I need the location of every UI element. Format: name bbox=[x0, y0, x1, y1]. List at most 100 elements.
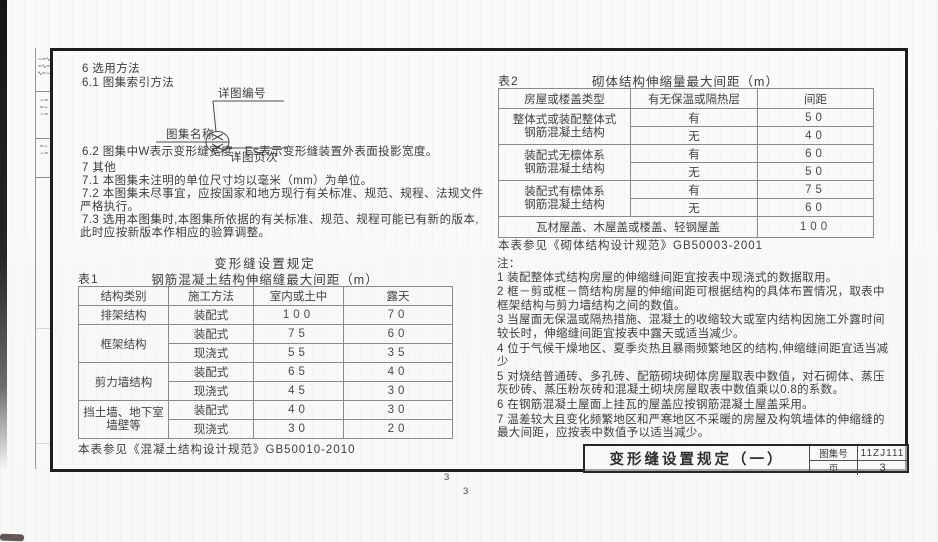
table1: 结构类别 施工方法 室内或土中 露天 排架结构 装配式 100 70 框架结构 … bbox=[78, 286, 453, 439]
note-item: 7 温差较大且变化频繁地区和严寒地区不采暖的房屋及构筑墙体的伸缩缝的最大间距，应… bbox=[497, 413, 885, 440]
table-cell: 无 bbox=[630, 126, 758, 145]
cell-line: 整体式或装配整体式 bbox=[512, 113, 617, 126]
table-cell: 100 bbox=[253, 305, 344, 325]
column-header: 室内或土中 bbox=[253, 286, 344, 306]
column-header: 结构类别 bbox=[78, 286, 169, 306]
table2: 房屋或楼盖类型 有无保温或隔热层 间距 整体式或装配整体式 钢筋混凝土结构 有 … bbox=[498, 88, 874, 238]
table-cell: 装配式 bbox=[168, 362, 254, 382]
table-cell: 60 bbox=[343, 324, 453, 344]
strip-divider bbox=[36, 328, 51, 329]
strip-divider bbox=[36, 177, 51, 178]
table-cell: 40 bbox=[757, 126, 874, 145]
table-row: 剪力墙结构 装配式 65 40 bbox=[78, 362, 453, 401]
table-cell: 装配式 bbox=[168, 324, 254, 344]
table-cell: 55 bbox=[253, 343, 344, 363]
table-cell: 装配式有檩体系 钢筋混凝土结构 bbox=[498, 180, 631, 217]
column-header: 露天 bbox=[343, 286, 453, 306]
cell-line: 钢筋混凝土结构 bbox=[524, 198, 605, 211]
scan-smudge bbox=[0, 533, 25, 542]
notes-title: 注： bbox=[497, 258, 521, 270]
table-row: 现浇式 30 20 bbox=[79, 419, 453, 439]
table-cell: 60 bbox=[757, 144, 874, 163]
table-cell: 20 bbox=[343, 419, 453, 439]
strip-divider bbox=[36, 138, 51, 139]
table-cell: 30 bbox=[253, 419, 344, 439]
placeholder-x-top bbox=[211, 133, 224, 141]
table-cell: 挡土墙、地下室 墙壁等 bbox=[78, 400, 169, 439]
table-cell: 50 bbox=[757, 108, 874, 127]
table-cell: 排架结构 bbox=[78, 305, 169, 325]
table-cell: 有 bbox=[630, 180, 758, 199]
table2-tag: 表2 bbox=[498, 74, 519, 88]
note-item: 3 当屋面无保温或隔热措施、混凝土的收缩较大或室内结构因施工外露时间较长时，伸缩… bbox=[497, 314, 885, 340]
table-cell: 30 bbox=[343, 381, 453, 401]
table-cell: 整体式或装配整体式 钢筋混凝土结构 bbox=[498, 108, 631, 145]
cell-line: 装配式有檩体系 bbox=[524, 185, 605, 198]
section-heading: 变形缝设置规定 bbox=[214, 257, 316, 271]
page-number: 3 bbox=[444, 472, 450, 483]
table-row: 结构类别 施工方法 室内或土中 露天 bbox=[78, 286, 453, 306]
table-cell: 现浇式 bbox=[168, 343, 254, 363]
table2-reference: 本表参见《砌体结构设计规范》GB50003-2001 bbox=[498, 240, 764, 252]
table-cell: 无 bbox=[630, 198, 758, 217]
sheet-title: 变形缝设置规定（一） bbox=[585, 446, 810, 471]
table-cell: 70 bbox=[343, 305, 453, 325]
cell-line: 钢筋混凝土结构 bbox=[524, 126, 605, 139]
column-header: 间距 bbox=[757, 88, 874, 109]
table-cell: 装配式 bbox=[168, 305, 254, 325]
note-item: 4 位于气候干燥地区、夏季炎热且暴雨频繁地区的结构,伸缩缝间距宜适当减少 bbox=[497, 342, 889, 369]
signature-marks: ∼≈∿ ≈∿≈ ∿≈∼ bbox=[37, 57, 51, 77]
sheet-page-number: 3 bbox=[879, 462, 886, 474]
note-item: 5 对烧结普通砖、多孔砖、配筋砌块砌体房屋取表中数值，对石砌体、蒸压灰砂砖、蒸压… bbox=[497, 370, 885, 397]
table-row: 挡土墙、地下室 墙壁等 装配式 40 30 bbox=[78, 400, 453, 439]
text-line: 此时应按新版本作相应的验算调整。 bbox=[80, 227, 271, 239]
table-cell: 40 bbox=[343, 362, 453, 382]
notes-block: 注： 1 装配整体式结构房屋的伸缩缝间距宜按表中现浇式的数据取用。 2 框－剪或… bbox=[497, 258, 895, 442]
cell-line: 装配式无檩体系 bbox=[524, 149, 605, 162]
table-cell: 75 bbox=[253, 324, 344, 344]
cell-line: 挡土墙、地下室 bbox=[83, 406, 164, 419]
table-row: 装配式无檩体系 钢筋混凝土结构 有 60 bbox=[498, 144, 874, 181]
note-item: 6 在钢筋混凝土屋面上挂瓦的屋盖应按钢筋混凝土屋盖采用。 bbox=[497, 398, 814, 411]
title-block: 变形缝设置规定（一） 图集号 11ZJ111 页 3 bbox=[583, 444, 909, 475]
table-row: 无 50 bbox=[499, 162, 874, 181]
diagram-label-detail-number: 详图编号 bbox=[218, 86, 266, 100]
cell-line: 钢筋混凝土结构 bbox=[524, 162, 605, 175]
table1-tag: 表1 bbox=[78, 272, 99, 286]
text-line: 6.1 图集索引方法 bbox=[82, 77, 175, 89]
table-row: 现浇式 45 30 bbox=[79, 381, 453, 401]
text-line: 7.2 本图集未尽事宜，应按国家和地方现行有关标准、规范、规程、法规文件 bbox=[82, 188, 484, 200]
table1-title: 钢筋混凝土结构伸缩缝最大间距（m） bbox=[151, 273, 379, 287]
strip-divider bbox=[36, 91, 51, 92]
strip-divider bbox=[36, 443, 51, 444]
table1-reference: 本表参见《混凝土结构设计规范》GB50010-2010 bbox=[78, 444, 356, 456]
table-cell: 40 bbox=[253, 400, 344, 420]
table-cell: 有 bbox=[630, 108, 758, 127]
cell-line: 墙壁等 bbox=[106, 419, 141, 432]
table-cell: 现浇式 bbox=[168, 419, 254, 439]
binding-strip: ∼≈∿ ≈∿≈ ∿≈∼ ∼≈ ≈∼ ∼≈ ≈∼ ∼≈ bbox=[35, 48, 51, 469]
table-cell: 剪力墙结构 bbox=[78, 362, 169, 401]
text-line: 6.2 图集中W表示变形缝宽度，Es表示变形缝装置外表面投影宽度。 bbox=[82, 146, 438, 158]
placeholder-x-bottom bbox=[211, 143, 224, 151]
table-cell: 瓦材屋盖、木屋盖或楼盖、轻钢屋盖 bbox=[498, 216, 758, 238]
leader-line bbox=[212, 100, 217, 133]
table-row: 装配式有檩体系 钢筋混凝土结构 有 75 bbox=[498, 180, 874, 217]
text-line: 7 其他 bbox=[82, 162, 117, 174]
table-cell: 装配式 bbox=[168, 400, 254, 420]
atlas-number: 11ZJ111 bbox=[858, 446, 907, 461]
column-header: 有无保温或隔热层 bbox=[630, 88, 758, 109]
atlas-number-label: 图集号 bbox=[810, 446, 858, 461]
leader-line bbox=[221, 147, 287, 152]
table-cell: 框架结构 bbox=[78, 324, 169, 363]
sheet-frame bbox=[50, 48, 908, 472]
table-cell: 35 bbox=[343, 343, 453, 363]
diagram-label-detail-page: 详图页次 bbox=[230, 150, 278, 164]
table-cell: 50 bbox=[757, 162, 874, 181]
title-block-grid: 图集号 11ZJ111 页 3 bbox=[810, 446, 907, 475]
text-line: 严格执行。 bbox=[80, 201, 140, 213]
table-cell: 65 bbox=[253, 362, 344, 382]
table-cell: 现浇式 bbox=[168, 381, 254, 401]
note-item: 2 框－剪或框－筒结构房屋的伸缩间距可根据结构的具体布置情况，取表中框架结构与剪… bbox=[497, 286, 885, 312]
